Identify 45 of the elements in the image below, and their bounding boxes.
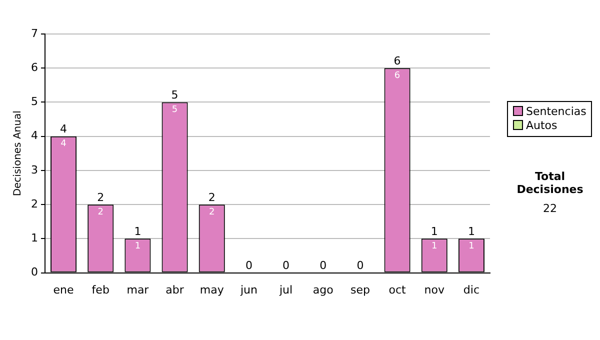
data-label: 5 bbox=[172, 105, 178, 116]
legend-label: Autos bbox=[525, 119, 558, 133]
y-tick-label: 2 bbox=[31, 197, 38, 210]
x-tick-label: dic bbox=[463, 283, 480, 296]
total-label: 1 bbox=[468, 225, 475, 238]
x-tick-label: sep bbox=[350, 283, 370, 296]
data-label: 2 bbox=[98, 207, 104, 218]
total-label: 0 bbox=[356, 259, 364, 272]
y-tick-label: 0 bbox=[31, 266, 38, 279]
y-tick-label: 5 bbox=[31, 95, 38, 108]
data-label: 6 bbox=[394, 70, 400, 81]
total-label: 1 bbox=[134, 225, 142, 238]
text: Total Decisiones bbox=[516, 170, 584, 196]
x-tick-label: jul bbox=[278, 283, 293, 296]
total-label: 2 bbox=[208, 190, 216, 204]
x-tick-label: may bbox=[200, 283, 224, 296]
data-label: 2 bbox=[209, 207, 215, 218]
data-label: 1 bbox=[468, 242, 474, 252]
x-tick-label: mar bbox=[126, 283, 150, 296]
y-tick-label: 4 bbox=[31, 129, 38, 142]
total-label: 0 bbox=[245, 259, 252, 272]
x-tick-label: abr bbox=[166, 283, 184, 296]
total-label: 0 bbox=[282, 259, 290, 272]
data-label: 4 bbox=[60, 139, 67, 150]
total-label: 5 bbox=[171, 88, 178, 102]
total-label: 0 bbox=[320, 259, 327, 272]
x-tick-label: ago bbox=[312, 283, 334, 296]
data-label: 1 bbox=[134, 242, 141, 252]
y-tick-label: 1 bbox=[31, 232, 38, 245]
text: 22 bbox=[542, 202, 558, 215]
y-tick-label: 3 bbox=[31, 163, 38, 176]
x-tick-label: oct bbox=[388, 283, 407, 296]
legend-label: Sentencias bbox=[525, 105, 586, 119]
y-tick-label: 7 bbox=[31, 26, 38, 40]
x-tick-label: jun bbox=[239, 283, 258, 296]
data-label: 1 bbox=[432, 242, 438, 252]
total-label: 6 bbox=[394, 54, 401, 68]
total-label: 2 bbox=[97, 190, 104, 204]
x-tick-label: nov bbox=[424, 283, 445, 296]
total-label: 1 bbox=[430, 225, 438, 238]
y-tick-label: 6 bbox=[31, 60, 38, 74]
total-label: 4 bbox=[60, 122, 68, 136]
y-axis-title: Decisiones Anual bbox=[12, 110, 24, 196]
x-tick-label: ene bbox=[53, 283, 74, 296]
x-tick-label: feb bbox=[92, 283, 110, 296]
